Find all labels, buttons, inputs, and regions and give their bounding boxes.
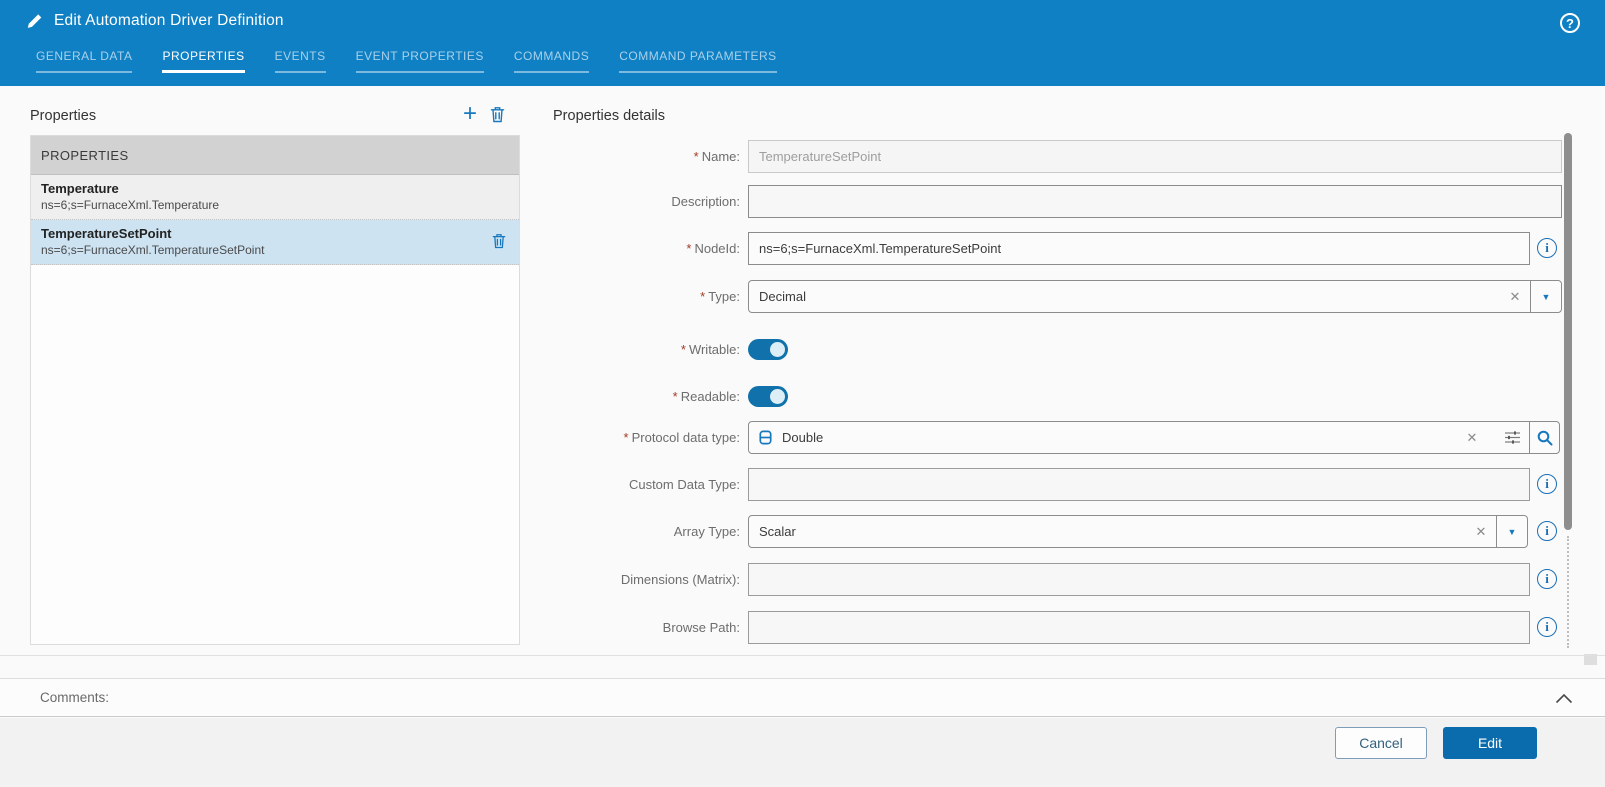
property-node-id: ns=6;s=FurnaceXml.TemperatureSetPoint [41, 243, 265, 257]
dialog-title: Edit Automation Driver Definition [54, 12, 284, 29]
array-type-clear-icon[interactable]: ✕ [1475, 523, 1487, 539]
add-property-button[interactable]: + [463, 100, 478, 127]
property-name: TemperatureSetPoint [41, 226, 172, 241]
property-name: Temperature [41, 181, 119, 196]
delete-property-button[interactable] [490, 106, 505, 123]
protocol-data-type-picker[interactable]: Double ✕ [748, 421, 1560, 454]
nodeid-input[interactable] [748, 232, 1530, 265]
protocol-data-type-label: * Protocol data type: [623, 430, 740, 445]
protocol-clear-icon[interactable]: ✕ [1466, 429, 1478, 445]
property-node-id: ns=6;s=FurnaceXml.Temperature [41, 198, 220, 212]
description-label: Description: [671, 194, 740, 209]
vertical-scrollbar-thumb[interactable] [1564, 133, 1572, 530]
data-type-icon [757, 429, 774, 446]
name-label: * Name: [693, 149, 740, 164]
section-divider [0, 655, 1605, 656]
properties-list-header: PROPERTIES [31, 136, 519, 175]
scrollbar-corner [1584, 654, 1597, 665]
filter-sliders-icon[interactable] [1495, 430, 1529, 445]
dialog-header: Edit Automation Driver Definition ? GENE… [0, 0, 1605, 86]
array-type-combobox[interactable]: Scalar ✕ ▼ [748, 515, 1528, 548]
writable-label: * Writable: [680, 342, 740, 357]
list-item-temperaturesetpoint[interactable]: TemperatureSetPoint ns=6;s=FurnaceXml.Te… [31, 220, 519, 265]
comments-label: Comments: [40, 690, 110, 705]
tab-event-properties[interactable]: EVENT PROPERTIES [355, 49, 484, 73]
row-trash-icon[interactable] [492, 233, 506, 249]
browse-path-info-icon[interactable]: i [1537, 617, 1557, 637]
tab-general-data[interactable]: GENERAL DATA [36, 49, 133, 73]
description-input[interactable] [748, 185, 1562, 218]
array-type-dropdown-icon[interactable]: ▼ [1496, 516, 1527, 547]
custom-data-type-input[interactable] [748, 468, 1530, 501]
edit-button[interactable]: Edit [1443, 727, 1537, 759]
tab-properties[interactable]: PROPERTIES [162, 49, 245, 73]
writable-toggle[interactable] [748, 339, 788, 360]
tab-command-parameters[interactable]: COMMAND PARAMETERS [619, 49, 777, 73]
array-type-label: Array Type: [673, 524, 740, 539]
dimensions-label: Dimensions (Matrix): [620, 572, 740, 587]
toggle-knob [770, 342, 785, 357]
name-input[interactable] [748, 140, 1562, 173]
browse-path-label: Browse Path: [662, 620, 740, 635]
help-icon[interactable]: ? [1560, 13, 1580, 33]
list-item-temperature[interactable]: Temperature ns=6;s=FurnaceXml.Temperatur… [31, 175, 519, 220]
cancel-button[interactable]: Cancel [1335, 727, 1427, 759]
dimensions-input[interactable] [748, 563, 1530, 596]
dialog-footer: Cancel Edit [0, 718, 1605, 787]
type-dropdown-icon[interactable]: ▼ [1530, 281, 1561, 312]
search-icon[interactable] [1529, 422, 1559, 453]
vertical-scrollbar-track[interactable] [1567, 536, 1569, 648]
protocol-data-type-value: Double [782, 430, 824, 445]
properties-panel-title: Properties [30, 108, 97, 124]
nodeid-label: * NodeId: [686, 241, 740, 256]
type-clear-icon[interactable]: ✕ [1509, 288, 1521, 304]
dimensions-info-icon[interactable]: i [1537, 569, 1557, 589]
pencil-icon [26, 13, 43, 30]
array-type-value: Scalar [759, 524, 796, 539]
type-value: Decimal [759, 289, 806, 304]
toggle-knob [770, 389, 785, 404]
details-panel-title: Properties details [553, 108, 666, 124]
tab-events[interactable]: EVENTS [274, 49, 326, 73]
array-type-info-icon[interactable]: i [1537, 521, 1557, 541]
custom-data-type-label: Custom Data Type: [628, 477, 740, 492]
nodeid-info-icon[interactable]: i [1537, 238, 1557, 258]
tab-bar: GENERAL DATA PROPERTIES EVENTS EVENT PRO… [36, 49, 777, 73]
chevron-up-icon[interactable] [1555, 693, 1573, 704]
properties-list: PROPERTIES Temperature ns=6;s=FurnaceXml… [30, 135, 520, 645]
type-combobox[interactable]: Decimal ✕ ▼ [748, 280, 1562, 313]
custom-data-type-info-icon[interactable]: i [1537, 474, 1557, 494]
tab-commands[interactable]: COMMANDS [513, 49, 590, 73]
comments-section: Comments: [0, 678, 1605, 717]
readable-toggle[interactable] [748, 386, 788, 407]
browse-path-input[interactable] [748, 611, 1530, 644]
type-label: * Type: [700, 289, 740, 304]
readable-label: * Readable: [672, 389, 740, 404]
